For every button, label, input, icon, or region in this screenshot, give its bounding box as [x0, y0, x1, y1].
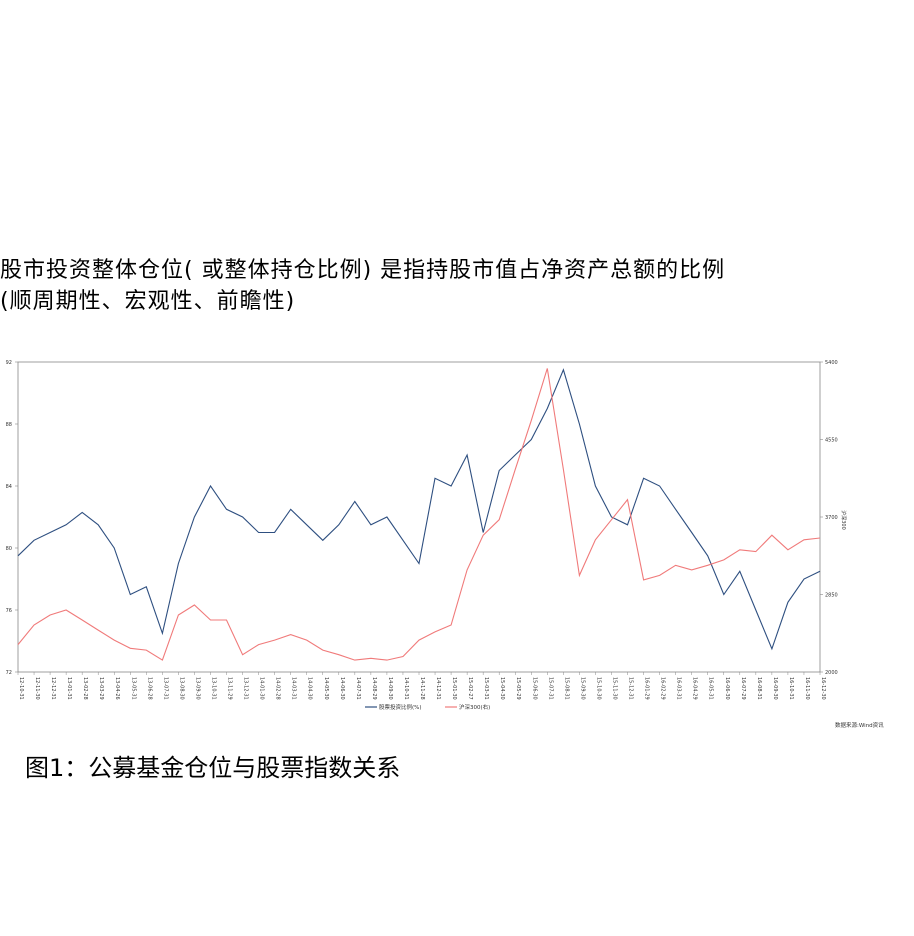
y-tick-label: 76	[6, 608, 12, 614]
x-tick-label: 15-11-30	[611, 677, 617, 700]
series-line	[17, 368, 821, 651]
x-tick-label: 14-11-28	[419, 677, 425, 700]
x-tick-label: 13-02-28	[82, 677, 88, 700]
x-tick-label: 13-03-29	[98, 677, 104, 700]
x-tick-label: 13-11-29	[227, 677, 233, 700]
header-line: (顺周期性、宏观性、前瞻性)	[0, 289, 296, 314]
x-tick-label: 15-08-31	[563, 677, 569, 700]
y-tick-label: 88	[6, 422, 12, 428]
x-tick-label: 15-10-30	[595, 677, 601, 700]
x-tick-label: 15-04-30	[499, 677, 505, 700]
x-tick-label: 14-01-30	[259, 677, 265, 700]
x-tick-label: 16-04-29	[692, 677, 698, 700]
x-tick-label: 15-03-31	[483, 677, 489, 700]
x-tick-label: 13-07-31	[162, 677, 168, 700]
y-tick-label: 84	[6, 484, 12, 490]
x-tick-label: 16-02-29	[660, 677, 666, 700]
y2-tick-label: 2000	[825, 670, 838, 676]
x-tick-label: 15-07-31	[547, 677, 553, 700]
x-tick-label: 13-01-31	[66, 677, 72, 700]
y2-tick-label: 3700	[825, 515, 838, 521]
x-tick-label: 13-04-26	[114, 677, 120, 700]
x-tick-label: 14-06-30	[339, 677, 345, 700]
x-tick-label: 16-12-30	[820, 677, 826, 700]
x-tick-label: 16-03-31	[676, 677, 682, 700]
x-tick-label: 14-02-28	[275, 677, 281, 700]
x-tick-label: 13-06-28	[146, 677, 152, 700]
x-tick-label: 16-07-29	[740, 677, 746, 700]
y-tick-label: 80	[6, 546, 12, 552]
plot-frame	[17, 361, 821, 673]
x-tick-label: 16-06-30	[724, 677, 730, 700]
x-tick-label: 14-04-30	[307, 677, 313, 700]
y-tick-label: 72	[6, 670, 12, 676]
x-tick-label: 15-12-31	[628, 677, 634, 700]
x-tick-label: 15-09-30	[579, 677, 585, 700]
x-tick-label: 12-10-31	[18, 677, 24, 700]
x-tick-label: 14-03-31	[291, 677, 297, 700]
x-tick-label: 14-10-31	[403, 677, 409, 700]
x-tick-label: 13-09-30	[194, 677, 200, 700]
x-tick-label: 14-12-31	[435, 677, 441, 700]
x-tick-label: 13-05-31	[130, 677, 136, 700]
x-tick-label: 16-09-30	[772, 677, 778, 700]
x-tick-label: 14-07-31	[355, 677, 361, 700]
x-tick-label: 16-08-31	[756, 677, 762, 700]
legend-label: 沪深300(右)	[459, 703, 490, 711]
x-tick-label: 14-05-30	[323, 677, 329, 700]
x-tick-label: 15-06-30	[531, 677, 537, 700]
source-note: 数据来源:Wind资讯	[835, 721, 884, 729]
header-line: 股市投资整体仓位( 或整体持仓比例) 是指持股市值占净资产总额的比例	[0, 258, 726, 283]
x-tick-label: 14-08-29	[371, 677, 377, 700]
x-tick-label: 13-12-31	[243, 677, 249, 700]
y-tick-label: 92	[6, 360, 12, 366]
x-tick-label: 13-08-30	[178, 677, 184, 700]
x-tick-label: 13-10-31	[210, 677, 216, 700]
x-tick-label: 12-11-30	[34, 677, 40, 700]
legend-label: 股票投资比例(%)	[379, 703, 422, 711]
y2-tick-label: 2850	[825, 593, 838, 599]
series-line	[17, 368, 821, 661]
x-tick-label: 16-10-31	[788, 677, 794, 700]
x-tick-label: 16-11-30	[804, 677, 810, 700]
x-tick-label: 15-01-30	[451, 677, 457, 700]
y2-tick-label: 5400	[825, 360, 838, 366]
x-tick-label: 15-02-27	[467, 677, 473, 700]
x-tick-label: 14-09-30	[387, 677, 393, 700]
y2-tick-label: 4550	[825, 438, 838, 444]
x-tick-label: 16-01-29	[644, 677, 650, 700]
y2-axis-label: 沪深300	[840, 510, 847, 530]
caption: 图1：公募基金仓位与股票指数关系	[25, 754, 401, 782]
x-tick-label: 15-05-29	[515, 677, 521, 700]
x-tick-label: 12-12-31	[50, 677, 56, 700]
x-tick-label: 16-05-31	[708, 677, 714, 700]
